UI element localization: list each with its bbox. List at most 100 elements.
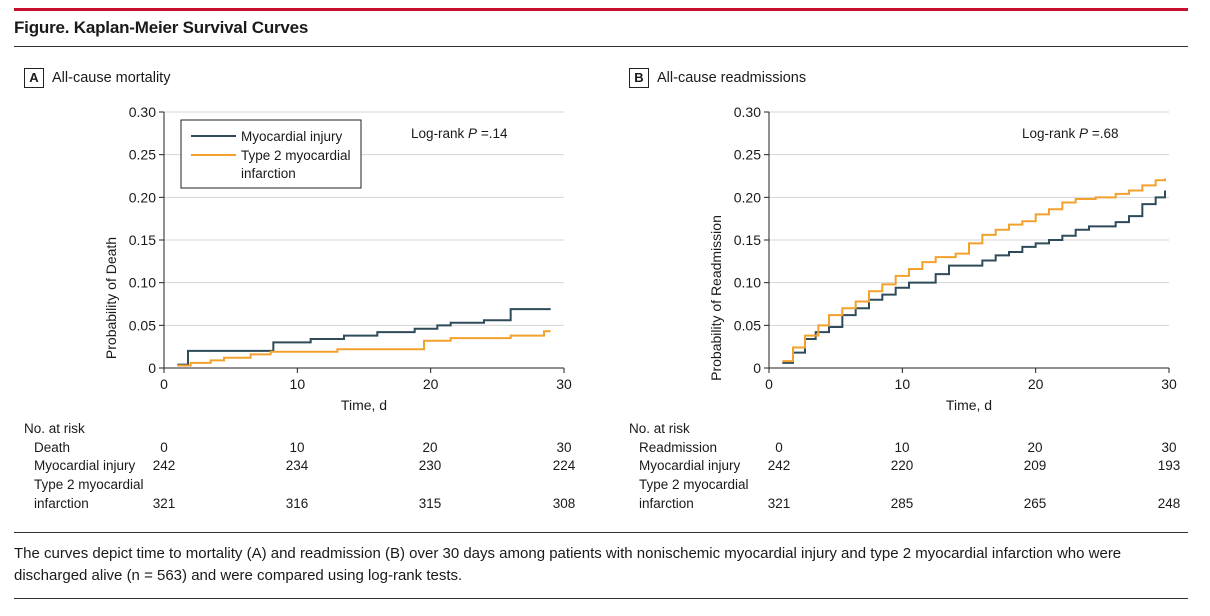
risk-count: 308 <box>552 496 576 511</box>
mortality-y-tick-label: 0.25 <box>129 147 156 163</box>
mortality-y-tick-label: 0.15 <box>129 232 156 248</box>
risk-row-myocardial-injury: Myocardial injury 242 234 230 224 <box>24 458 584 476</box>
mortality-chart: 0 0.05 0.10 0.15 0.20 0.25 0.30 0 10 20 30 Probabi… <box>103 104 572 413</box>
risk-count: 242 <box>152 458 176 473</box>
legend-myocardial-injury-label: Myocardial injury <box>241 129 343 144</box>
risk-count: 220 <box>890 458 914 473</box>
risk-time: 30 <box>556 440 572 455</box>
risk-event-label: Death <box>34 440 71 455</box>
risk-row-type2-mi: infarction 321 285 265 248 <box>629 496 1189 514</box>
readmission-y-axis-label: Probability of Readmission <box>708 215 724 381</box>
risk-count: 248 <box>1157 496 1181 511</box>
legend-type2-mi-label-line2: infarction <box>241 166 296 181</box>
readmission-x-axis-label: Time, d <box>946 397 992 413</box>
readmission-x-tick-label: 0 <box>765 376 773 392</box>
mortality-series-myocardial-injury <box>177 308 551 366</box>
risk-row-label: Myocardial injury <box>639 458 741 473</box>
risk-row-type2-mi: infarction 321 316 315 308 <box>24 496 584 514</box>
readmission-y-tick-label: 0.30 <box>734 104 761 120</box>
risk-time: 0 <box>160 440 168 455</box>
figure-title: Figure. Kaplan-Meier Survival Curves <box>14 18 309 37</box>
risk-time: 10 <box>289 440 305 455</box>
readmission-x-tick-label: 20 <box>1028 376 1044 392</box>
risk-count: 234 <box>285 458 309 473</box>
risk-count: 316 <box>285 496 309 511</box>
risk-event-label: Readmission <box>639 440 718 455</box>
readmission-x-tick-label: 10 <box>895 376 911 392</box>
mortality-y-tick-label: 0.05 <box>129 317 156 333</box>
risk-count: 224 <box>552 458 576 473</box>
mortality-legend: Myocardial injury Type 2 myocardial infa… <box>180 119 362 189</box>
readmission-y-tick-label: 0.25 <box>734 147 761 163</box>
risk-row-type2-label: Type 2 myocardial <box>629 477 1189 495</box>
risk-row-label: Type 2 myocardial <box>34 477 144 492</box>
risk-table-header: No. at risk <box>24 421 85 436</box>
readmission-y-tick-label: 0 <box>753 360 761 376</box>
risk-time: 0 <box>775 440 783 455</box>
mortality-x-tick-label: 10 <box>290 376 306 392</box>
risk-count: 321 <box>767 496 791 511</box>
risk-time: 10 <box>894 440 910 455</box>
panel-a-letter: A <box>24 68 44 88</box>
risk-count: 193 <box>1157 458 1181 473</box>
mortality-x-tick-label: 30 <box>556 376 572 392</box>
end-divider <box>14 598 1188 599</box>
mortality-series-type2-mi <box>177 330 551 367</box>
mortality-logrank: Log-rank P =.14 <box>411 126 508 141</box>
readmission-axes: 0 0.05 0.10 0.15 0.20 0.25 0.30 0 10 20 30 <box>734 104 1177 392</box>
risk-row-myocardial-injury: Myocardial injury 242 220 209 193 <box>629 458 1189 476</box>
readmission-y-tick-label: 0.05 <box>734 317 761 333</box>
panel-b-letter: B <box>629 68 649 88</box>
mortality-axes: 0 0.05 0.10 0.15 0.20 0.25 0.30 0 10 20 30 <box>129 104 572 392</box>
risk-time: 20 <box>1027 440 1043 455</box>
risk-row-times: Readmission 0 10 20 30 <box>629 440 1189 458</box>
risk-count: 230 <box>418 458 442 473</box>
readmission-series <box>782 178 1166 364</box>
panel-b: B All-cause readmissions 0 0.05 0.10 0.15 0.… <box>619 58 1209 528</box>
risk-time: 20 <box>422 440 438 455</box>
risk-count: 265 <box>1023 496 1047 511</box>
legend-type2-mi-label-line1: Type 2 myocardial <box>241 148 351 163</box>
risk-count: 315 <box>418 496 442 511</box>
readmission-y-tick-label: 0.10 <box>734 275 761 291</box>
readmission-logrank: Log-rank P =.68 <box>1022 126 1118 141</box>
readmission-x-tick-label: 30 <box>1161 376 1177 392</box>
readmission-series-type2-mi <box>782 178 1166 363</box>
mortality-y-tick-label: 0.10 <box>129 275 156 291</box>
risk-count: 285 <box>890 496 914 511</box>
mortality-x-axis-label: Time, d <box>341 397 387 413</box>
panel-a: A All-cause mortality 0 0.05 0.10 0.15 0.20 0… <box>14 58 604 528</box>
caption-divider <box>14 532 1188 533</box>
mortality-x-tick-label: 20 <box>423 376 439 392</box>
risk-count: 242 <box>767 458 791 473</box>
panel-a-header: A All-cause mortality <box>24 68 170 88</box>
risk-table-header: No. at risk <box>629 421 690 436</box>
mortality-grid <box>164 111 564 326</box>
readmission-y-tick-label: 0.20 <box>734 189 761 205</box>
readmission-chart: 0 0.05 0.10 0.15 0.20 0.25 0.30 0 10 20 30 Probabi… <box>708 104 1177 413</box>
title-divider <box>14 46 1188 47</box>
risk-count: 321 <box>152 496 176 511</box>
risk-count: 209 <box>1023 458 1047 473</box>
panel-b-header: B All-cause readmissions <box>629 68 806 88</box>
risk-row-label: Type 2 myocardial <box>639 477 749 492</box>
top-accent-rule <box>14 8 1188 11</box>
mortality-series <box>177 308 551 367</box>
risk-row-type2-label: Type 2 myocardial <box>24 477 584 495</box>
readmission-grid <box>769 111 1169 326</box>
risk-row-label: Myocardial injury <box>34 458 136 473</box>
panel-b-title: All-cause readmissions <box>657 70 807 86</box>
mortality-x-tick-label: 0 <box>160 376 168 392</box>
mortality-y-tick-label: 0 <box>148 360 156 376</box>
risk-row-times: Death 0 10 20 30 <box>24 440 584 458</box>
risk-row-label: infarction <box>34 496 89 511</box>
mortality-y-axis-label: Probability of Death <box>103 237 119 359</box>
risk-row-label: infarction <box>639 496 694 511</box>
readmission-series-myocardial-injury <box>782 190 1166 364</box>
readmission-y-tick-label: 0.15 <box>734 232 761 248</box>
figure-caption: The curves depict time to mortality (A) … <box>14 545 1122 584</box>
panel-a-title: All-cause mortality <box>52 70 171 86</box>
mortality-y-tick-label: 0.30 <box>129 104 156 120</box>
risk-time: 30 <box>1161 440 1177 455</box>
mortality-y-tick-label: 0.20 <box>129 189 156 205</box>
